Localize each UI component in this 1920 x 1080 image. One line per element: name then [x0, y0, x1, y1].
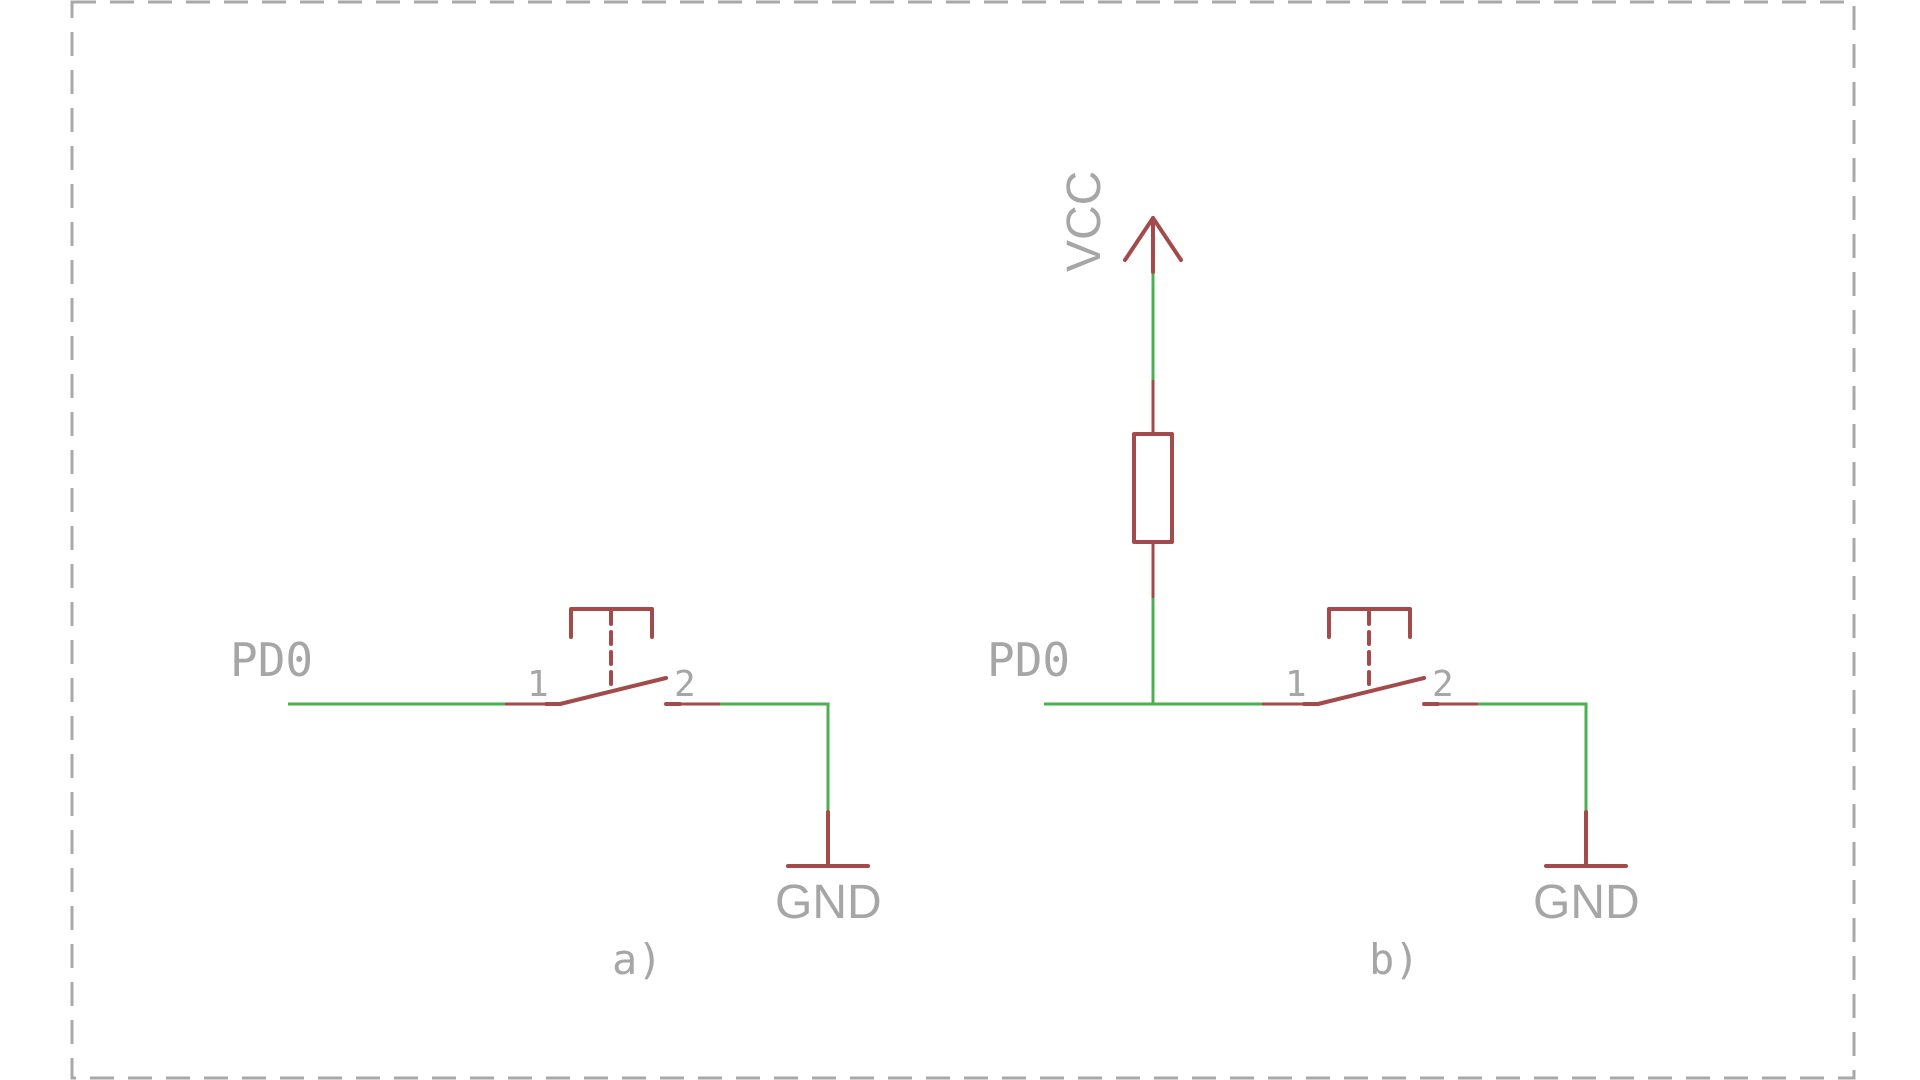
- net-label-pd0-a: PD0: [230, 633, 313, 687]
- pushbutton-switch-b: [1302, 607, 1440, 706]
- wire-to-gnd-a: [720, 702, 830, 812]
- pullup-resistor: [1132, 380, 1174, 598]
- wire-to-gnd-b: [1478, 702, 1588, 812]
- ground-symbol-a: [786, 810, 870, 868]
- vcc-label: VCC: [1058, 171, 1111, 272]
- gnd-label-a: GND: [775, 876, 882, 929]
- circuit-b: PD0 1 2 GND VCC b): [987, 171, 1640, 984]
- switch-b-pin1-label: 1: [1285, 664, 1307, 705]
- switch-a-pin1-label: 1: [527, 664, 549, 705]
- circuit-a: PD0 1 2 GND a): [230, 607, 882, 984]
- net-label-pd0-b: PD0: [987, 633, 1070, 687]
- vcc-supply-symbol: [1123, 216, 1183, 274]
- caption-b: b): [1369, 935, 1420, 984]
- switch-b-pin2-label: 2: [1432, 664, 1454, 705]
- ground-symbol-b: [1544, 810, 1628, 868]
- caption-a: a): [612, 935, 663, 984]
- switch-a-pin2-label: 2: [674, 664, 696, 705]
- drawing-frame: [70, 0, 1856, 1080]
- pushbutton-switch-a: [544, 607, 682, 706]
- gnd-label-b: GND: [1533, 876, 1640, 929]
